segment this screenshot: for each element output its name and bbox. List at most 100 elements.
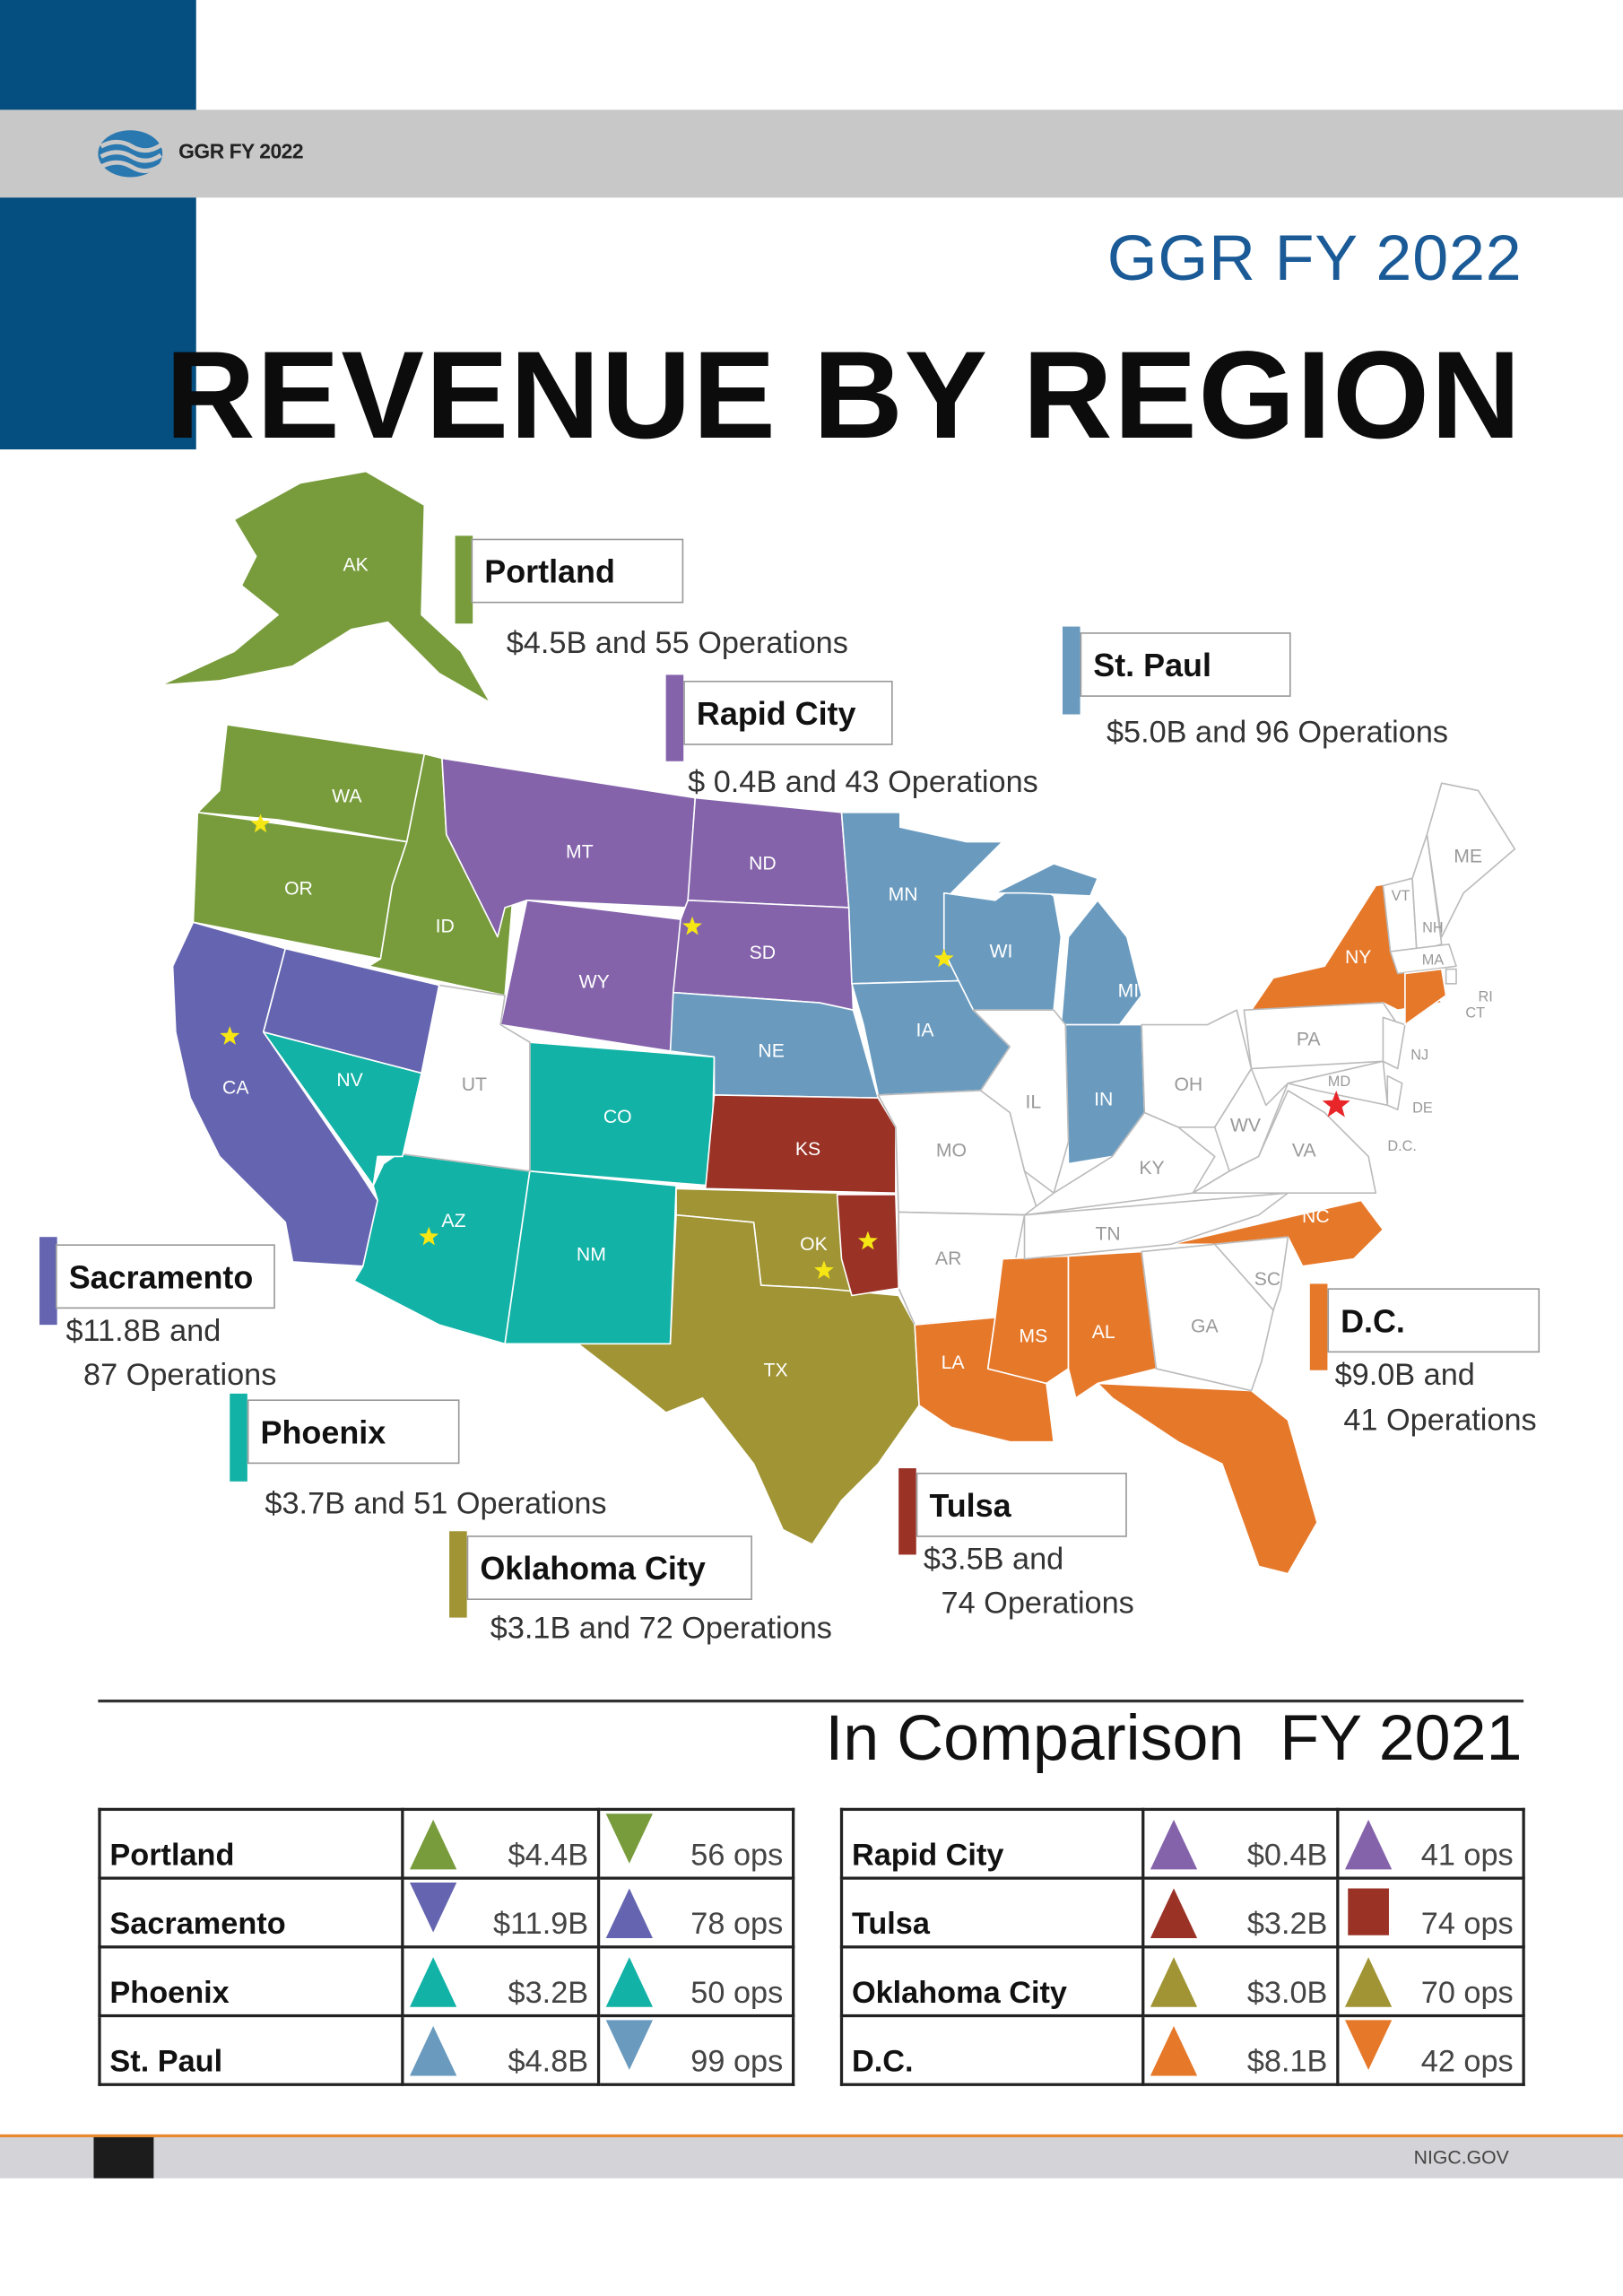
footer-rule (0, 2134, 1623, 2138)
operations-cell: 74 ops (1336, 1876, 1525, 1949)
trend-up-icon (410, 2025, 457, 2076)
region-name: Oklahoma City (839, 1945, 1145, 2018)
trend-up-icon (410, 1819, 457, 1870)
trend-down-icon (605, 2020, 653, 2070)
state-label: MO (936, 1140, 967, 1161)
revenue-cell: $4.8B (401, 2013, 601, 2086)
regional-office-star-icon (250, 813, 271, 833)
callout-stats-line2-sacramento: 87 Operations (83, 1358, 277, 1393)
operations-cell: 70 ops (1336, 1945, 1525, 2018)
state-label: GA (1191, 1316, 1219, 1336)
callout-stats-rapid-city: $ 0.4B and 43 Operations (688, 765, 1038, 800)
state-label: OK (800, 1234, 828, 1255)
callout-stats-tulsa: $3.5B and (923, 1543, 1064, 1577)
callout-label-oklahoma-city: Oklahoma City (466, 1535, 752, 1600)
state-label: MA (1422, 952, 1445, 969)
callout-stats-line2-tulsa: 74 Operations (941, 1587, 1134, 1621)
state-label: PA (1297, 1029, 1322, 1049)
operations-value: 41 ops (1420, 1839, 1514, 1873)
state-label: NE (758, 1040, 784, 1061)
operations-cell: 99 ops (596, 2013, 795, 2086)
nigc-logo-icon (98, 130, 163, 178)
trend-up-icon (605, 1888, 653, 1939)
revenue-cell: $3.2B (401, 1945, 601, 2018)
brand-accent-bar (0, 0, 196, 450)
revenue-value: $3.2B (508, 1976, 589, 2011)
state-ky (1023, 1111, 1216, 1216)
state-fl (1097, 1382, 1318, 1575)
operations-cell: 50 ops (596, 1945, 795, 2018)
table-row: St. Paul $4.8B 99 ops (98, 2013, 795, 2086)
comparison-title: In Comparison FY 2021 (825, 1702, 1523, 1775)
state-label: IN (1094, 1089, 1113, 1109)
state-label: MT (566, 841, 594, 862)
state-label: AK (343, 555, 368, 576)
state-label: AZ (441, 1211, 465, 1231)
state-label: AR (935, 1248, 961, 1269)
state-label: VT (1392, 888, 1410, 904)
state-az (353, 1152, 531, 1345)
revenue-cell: $4.4B (401, 1807, 601, 1880)
callout-label-tulsa: Tulsa (916, 1472, 1127, 1537)
state-de (1386, 1074, 1403, 1111)
trend-unchanged-icon (1348, 1888, 1389, 1935)
state-tx (577, 1213, 920, 1545)
page-subtitle: GGR FY 2022 (1107, 222, 1523, 295)
state-label: TX (764, 1360, 788, 1380)
callout-stats-sacramento: $11.8B and (65, 1314, 221, 1349)
state-label: UT (462, 1074, 487, 1095)
operations-cell: 41 ops (1336, 1807, 1525, 1880)
callout-label-rapid-city: Rapid City (683, 680, 893, 745)
state-ri (1445, 968, 1457, 985)
state-nh (1411, 833, 1443, 952)
state-label: NJ (1410, 1048, 1428, 1064)
trend-down-icon (410, 1883, 457, 1933)
operations-cell: 78 ops (596, 1876, 795, 1949)
revenue-cell: $8.1B (1141, 2013, 1340, 2086)
state-label: LA (942, 1352, 966, 1373)
revenue-value: $3.2B (1246, 1907, 1328, 1942)
callout-color-bar-oklahoma-city (449, 1531, 467, 1618)
state-label: NC (1302, 1206, 1330, 1227)
regional-office-star-icon (813, 1260, 834, 1280)
revenue-value: $4.4B (508, 1839, 589, 1873)
state-ks (704, 1094, 897, 1195)
revenue-value: $0.4B (1246, 1839, 1328, 1873)
callout-color-bar-st-paul (1062, 626, 1081, 715)
state-tn (1023, 1192, 1289, 1260)
callout-stats-d-c: $9.0B and (1334, 1358, 1475, 1393)
callout-color-bar-portland (455, 535, 473, 624)
header-logo-text: GGR FY 2022 (178, 139, 304, 163)
table-row: Oklahoma City $3.0B 70 ops (839, 1945, 1525, 2018)
callout-label-phoenix: Phoenix (247, 1399, 460, 1465)
state-label: SC (1254, 1269, 1280, 1290)
footer-block (93, 2137, 154, 2179)
state-label: TN (1095, 1223, 1120, 1244)
region-name: Tulsa (839, 1876, 1145, 1949)
state-label: OH (1174, 1074, 1202, 1095)
callout-color-bar-phoenix (230, 1393, 247, 1482)
state-label: MN (889, 884, 918, 905)
table-row: Portland $4.4B 56 ops (98, 1807, 795, 1880)
state-label: ID (436, 917, 455, 937)
trend-down-icon (1344, 2020, 1393, 2070)
state-label: NY (1345, 947, 1371, 968)
table-row: Phoenix $3.2B 50 ops (98, 1945, 795, 2018)
state-label: WI (989, 941, 1012, 961)
table-row: D.C. $8.1B 42 ops (839, 2013, 1525, 2086)
state-label: OR (284, 878, 313, 899)
state-va (1192, 1090, 1377, 1195)
state-label: D.C. (1387, 1138, 1417, 1154)
header-band (0, 109, 1623, 198)
callout-label-sacramento: Sacramento (56, 1244, 275, 1309)
region-name: Rapid City (839, 1807, 1145, 1880)
revenue-cell: $11.9B (401, 1876, 601, 1949)
revenue-cell: $3.0B (1141, 1945, 1340, 2018)
footer-site-link[interactable]: NIGC.GOV (1413, 2145, 1509, 2169)
state-label: NV (336, 1070, 363, 1091)
operations-value: 50 ops (690, 1976, 784, 2011)
state-label: MS (1019, 1326, 1047, 1347)
regional-office-star-icon (933, 948, 954, 968)
operations-value: 99 ops (690, 2045, 784, 2079)
